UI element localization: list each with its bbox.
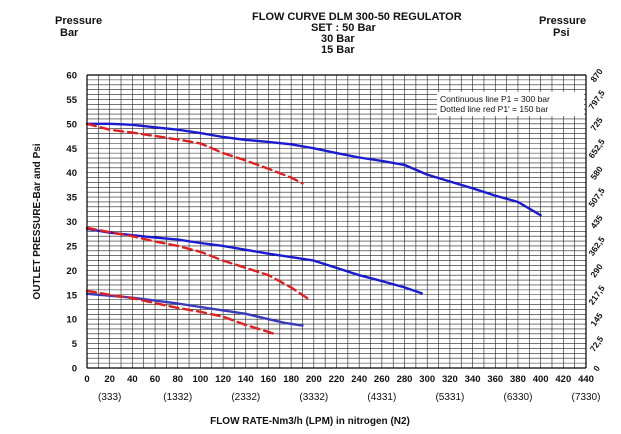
chart-title-line-1: FLOW CURVE DLM 300-50 REGULATOR <box>252 11 462 23</box>
x-tick-label: 100 <box>192 374 208 385</box>
x-tick-label: 40 <box>127 374 138 385</box>
x-tick-label: 380 <box>510 374 526 385</box>
x-tick-label: 180 <box>283 374 299 385</box>
chart-title-line-4: 15 Bar <box>321 44 355 56</box>
left-header-line-2: Bar <box>60 27 79 39</box>
y-tick-label: 5 <box>72 339 78 350</box>
x-tick-label: 320 <box>442 374 458 385</box>
y-tick-label: 40 <box>66 168 77 179</box>
x-tick-label: 140 <box>238 374 254 385</box>
right-header-line-1: Pressure <box>539 15 586 27</box>
x-tick-label: 280 <box>397 374 413 385</box>
y-tick-label: 10 <box>66 315 77 326</box>
x-lpm-label: (2332) <box>231 392 260 403</box>
x-tick-label: 80 <box>172 374 183 385</box>
series-line-4-dashed <box>85 226 310 300</box>
chart-title-line-3: 30 Bar <box>321 33 355 45</box>
x-lpm-label: (3332) <box>299 392 328 403</box>
x-tick-label: 340 <box>465 374 481 385</box>
series-line-1-solid <box>85 122 542 217</box>
x-tick-label: 0 <box>84 374 89 385</box>
x-tick-label: 160 <box>261 374 277 385</box>
y-tick-label: 15 <box>66 290 77 301</box>
series-line-6-dashed <box>85 289 276 335</box>
legend-entry-dotted: Dotted line red P1' = 150 bar <box>440 104 548 114</box>
y-tick-label: 25 <box>66 241 77 252</box>
x-lpm-label: (333) <box>98 392 121 403</box>
series-line-2-dashed <box>85 122 304 185</box>
x-tick-label: 20 <box>104 374 115 385</box>
x-lpm-label: (1332) <box>163 392 192 403</box>
left-header-line-1: Pressure <box>55 15 102 27</box>
x-tick-label: 200 <box>306 374 322 385</box>
series-line-5-solid <box>85 292 304 327</box>
x-tick-label: 220 <box>329 374 345 385</box>
x-tick-label: 440 <box>578 374 594 385</box>
x-tick-label: 240 <box>351 374 367 385</box>
y-tick-label: 35 <box>66 193 77 204</box>
y-tick-label: 30 <box>66 217 77 228</box>
x-tick-label: 420 <box>555 374 571 385</box>
y-tick-label: 50 <box>66 119 77 130</box>
y-tick-label: 55 <box>66 95 77 106</box>
x-axis-title: FLOW RATE-Nm3/h (LPM) in nitrogen (N2) <box>210 416 410 427</box>
x-tick-label: 400 <box>533 374 549 385</box>
x-tick-label: 120 <box>215 374 231 385</box>
x-lpm-label: (6330) <box>504 392 533 403</box>
y-tick-label: 0 <box>72 364 77 375</box>
y-tick-label: 60 <box>66 71 77 82</box>
chart-title-line-2: SET : 50 Bar <box>311 22 377 34</box>
right-header-line-2: Psi <box>553 27 570 39</box>
legend-entry-continuous: Continuous line P1 = 300 bar <box>440 94 550 104</box>
x-tick-label: 60 <box>150 374 161 385</box>
y-tick-label: 20 <box>66 266 77 277</box>
y-axis-title: OUTLET PRESSURE-Bar and Psi <box>32 143 43 299</box>
y-tick-label-psi: 0 <box>591 363 602 373</box>
series-line-3-solid <box>85 227 423 295</box>
x-lpm-label: (5331) <box>435 392 464 403</box>
x-tick-label: 360 <box>487 374 503 385</box>
x-tick-label: 300 <box>419 374 435 385</box>
y-tick-label: 45 <box>66 144 77 155</box>
x-lpm-label: (7330) <box>572 392 601 403</box>
legend-box <box>437 92 584 116</box>
x-lpm-label: (4331) <box>367 392 396 403</box>
x-tick-label: 260 <box>374 374 390 385</box>
